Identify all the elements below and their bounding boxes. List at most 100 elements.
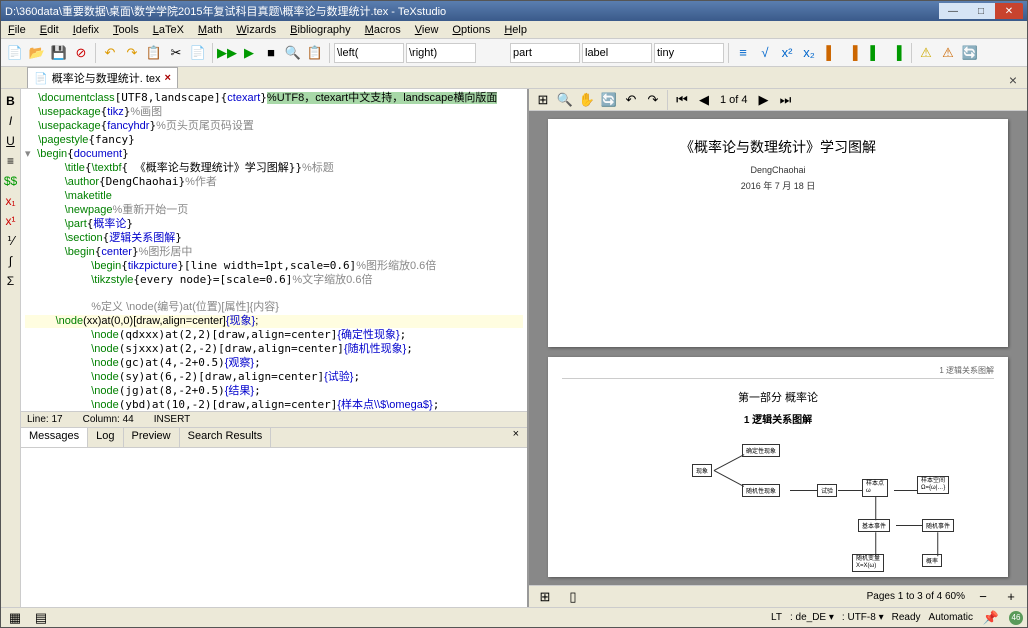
main-toolbar: 📄 📂 💾 ⊘ ↶ ↷ 📋 ✂ 📄 ▶▶ ▶ ■ 🔍 📋 ≡ √ x² x₂ ▌… — [1, 39, 1027, 67]
menu-help[interactable]: Help — [501, 24, 530, 36]
tab-close-icon[interactable]: × — [165, 72, 171, 84]
frac-icon[interactable]: ≡ — [733, 43, 753, 63]
bold-icon[interactable]: B — [6, 93, 15, 109]
redo-icon[interactable]: ↷ — [122, 43, 142, 63]
pdf-author: DengChaohai — [750, 165, 805, 175]
int-icon[interactable]: ∫ — [9, 253, 12, 269]
sb-badge[interactable]: 46 — [1009, 611, 1023, 625]
underline-icon[interactable]: U — [6, 133, 15, 149]
pv-hand-icon[interactable]: ✋ — [577, 90, 597, 110]
sqrt-icon[interactable]: √ — [755, 43, 775, 63]
sb-enc[interactable]: UTF-8 — [847, 612, 875, 623]
sb-struct-icon[interactable]: ▦ — [5, 608, 25, 628]
pv-single-icon[interactable]: ▯ — [563, 587, 583, 607]
left-combo[interactable] — [334, 43, 404, 63]
align-l-icon[interactable]: ▌ — [821, 43, 841, 63]
btab-preview[interactable]: Preview — [124, 428, 180, 447]
titlebar: D:\360data\重要数据\桌面\数学学院2015年复试科目真题\概率论与数… — [1, 1, 1027, 21]
frac2-icon[interactable]: ⅟ — [7, 233, 14, 249]
right-combo[interactable] — [406, 43, 476, 63]
copy-icon[interactable]: 📋 — [144, 43, 164, 63]
pdf-section: 1 逻辑关系图解 — [562, 411, 994, 426]
build-icon[interactable]: ▶▶ — [217, 43, 237, 63]
sum-icon[interactable]: Σ — [7, 273, 14, 289]
paste-icon[interactable]: 📄 — [188, 43, 208, 63]
minimize-button[interactable]: — — [939, 3, 967, 19]
sb-lang[interactable]: de_DE — [796, 612, 827, 623]
pdf-preview: ⊞ 🔍 ✋ 🔄 ↶ ↷ ⏮ ◀ 1 of 4 ▶ ⏭ 《概率论与数理统计》学习图… — [527, 89, 1027, 607]
pdf-page-1: 《概率论与数理统计》学习图解 DengChaohai 2016 年 7 月 18… — [548, 119, 1008, 347]
menu-file[interactable]: File — [5, 24, 29, 36]
title-text: D:\360data\重要数据\桌面\数学学院2015年复试科目真题\概率论与数… — [5, 3, 939, 19]
sb-auto[interactable]: Automatic — [929, 612, 973, 623]
menu-latex[interactable]: LaTeX — [150, 24, 187, 36]
menu-idefix[interactable]: Idefix — [70, 24, 102, 36]
menu-options[interactable]: Options — [449, 24, 493, 36]
pv-prev-icon[interactable]: ◀ — [694, 90, 714, 110]
log-icon[interactable]: 📋 — [305, 43, 325, 63]
compile-icon[interactable]: ▶ — [239, 43, 259, 63]
btab-search-results[interactable]: Search Results — [180, 428, 272, 447]
warn2-icon[interactable]: ⚠ — [938, 43, 958, 63]
sub-icon[interactable]: x₂ — [799, 43, 819, 63]
menu-tools[interactable]: Tools — [110, 24, 142, 36]
pv-back-icon[interactable]: ↶ — [621, 90, 641, 110]
align-r-icon[interactable]: ▌ — [865, 43, 885, 63]
label-combo[interactable] — [582, 43, 652, 63]
refresh-icon[interactable]: 🔄 — [960, 43, 980, 63]
preview-status: ⊞ ▯ Pages 1 to 3 of 4 60% − + — [529, 585, 1027, 607]
italic-icon[interactable]: I — [9, 113, 12, 129]
tabs-close-all[interactable]: × — [1003, 72, 1023, 88]
em-icon[interactable]: ≡ — [7, 153, 14, 169]
pdf-title: 《概率论与数理统计》学习图解 — [680, 137, 876, 157]
pv-next-icon[interactable]: ▶ — [754, 90, 774, 110]
status-col: Column: 44 — [83, 414, 134, 425]
pv-zoomin-icon[interactable]: + — [1001, 587, 1021, 607]
pv-grid-icon[interactable]: ⊞ — [535, 587, 555, 607]
menu-math[interactable]: Math — [195, 24, 225, 36]
pv-zoomout-icon[interactable]: − — [973, 587, 993, 607]
sb-ready: Ready — [892, 612, 921, 623]
pv-zoom-fit-icon[interactable]: ⊞ — [533, 90, 553, 110]
new-icon[interactable]: 📄 — [5, 43, 25, 63]
code-editor[interactable]: \documentclass[UTF8,landscape]{ctexart}%… — [21, 89, 527, 411]
btab-log[interactable]: Log — [88, 428, 123, 447]
pv-sync-icon[interactable]: 🔄 — [599, 90, 619, 110]
sub2-icon[interactable]: x₁ — [5, 193, 15, 209]
doc-tab[interactable]: 📄 概率论与数理统计. tex × — [27, 67, 178, 88]
undo-icon[interactable]: ↶ — [100, 43, 120, 63]
open-icon[interactable]: 📂 — [27, 43, 47, 63]
pv-zoom-in-icon[interactable]: 🔍 — [555, 90, 575, 110]
menu-view[interactable]: View — [412, 24, 442, 36]
menu-wizards[interactable]: Wizards — [233, 24, 279, 36]
stop-icon[interactable]: ■ — [261, 43, 281, 63]
pv-first-icon[interactable]: ⏮ — [672, 90, 692, 110]
view-icon[interactable]: 🔍 — [283, 43, 303, 63]
pv-last-icon[interactable]: ⏭ — [776, 90, 796, 110]
math-icon[interactable]: $$ — [4, 173, 17, 189]
sup2-icon[interactable]: x¹ — [6, 213, 16, 229]
pv-fwd-icon[interactable]: ↷ — [643, 90, 663, 110]
tiny-combo[interactable] — [654, 43, 724, 63]
messages-close-icon[interactable]: × — [505, 428, 527, 447]
maximize-button[interactable]: □ — [967, 3, 995, 19]
sb-msg-icon[interactable]: ▤ — [31, 608, 51, 628]
save-icon[interactable]: 💾 — [49, 43, 69, 63]
sup-icon[interactable]: x² — [777, 43, 797, 63]
warn1-icon[interactable]: ⚠ — [916, 43, 936, 63]
part-combo[interactable] — [510, 43, 580, 63]
list-icon[interactable]: ▐ — [887, 43, 907, 63]
menu-bibliography[interactable]: Bibliography — [287, 24, 354, 36]
menu-edit[interactable]: Edit — [37, 24, 62, 36]
close-button[interactable]: ✕ — [995, 3, 1023, 19]
menu-macros[interactable]: Macros — [362, 24, 404, 36]
sb-lt: LT — [771, 612, 782, 623]
btab-messages[interactable]: Messages — [21, 428, 88, 447]
menubar: File Edit Idefix Tools LaTeX Math Wizards Bibli… — [1, 21, 1027, 39]
cut-icon[interactable]: ✂ — [166, 43, 186, 63]
pdf-diagram: 现象 确定性现象 随机性现象 试验 样本点ω 样本空间Ω={ω|…} 基本事件 … — [562, 434, 994, 574]
statusbar: ▦ ▤ LT : de_DE ▾ : UTF-8 ▾ Ready Automat… — [1, 607, 1027, 627]
sb-pin-icon[interactable]: 📌 — [981, 608, 1001, 628]
close-icon[interactable]: ⊘ — [71, 43, 91, 63]
align-c-icon[interactable]: ▐ — [843, 43, 863, 63]
